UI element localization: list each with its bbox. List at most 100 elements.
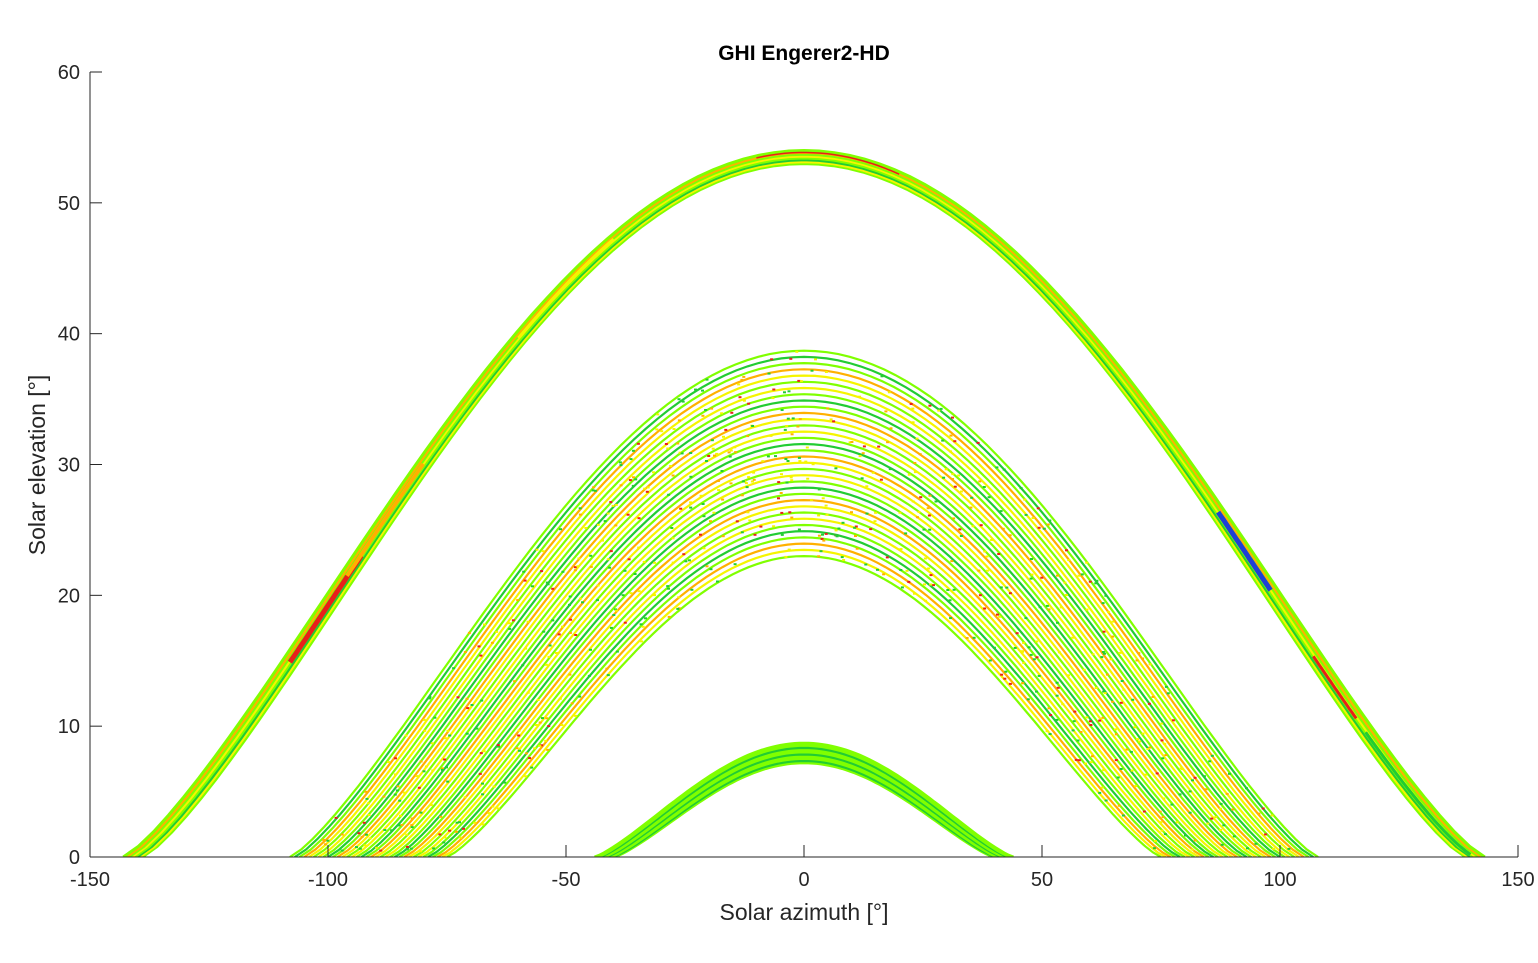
data-point — [1015, 632, 1019, 635]
data-point — [720, 470, 724, 472]
data-point — [907, 580, 911, 583]
mid-band-track — [394, 486, 1214, 857]
data-point — [671, 537, 675, 540]
data-point — [996, 613, 999, 616]
data-point — [496, 744, 500, 747]
data-point — [1037, 526, 1041, 529]
data-point — [643, 487, 647, 490]
data-point — [978, 594, 982, 597]
mid-band-track — [294, 355, 1314, 857]
data-point — [1191, 779, 1194, 782]
data-point — [1077, 759, 1081, 762]
data-point — [785, 425, 789, 427]
data-point — [547, 725, 551, 728]
data-point — [747, 402, 751, 405]
low-band-track — [594, 741, 1014, 857]
data-point — [873, 520, 877, 523]
data-point — [825, 513, 829, 516]
data-point — [1004, 670, 1008, 673]
data-point — [1219, 802, 1223, 805]
data-point — [911, 407, 915, 410]
data-point — [379, 849, 383, 852]
data-point — [997, 553, 1001, 555]
data-point — [798, 460, 802, 463]
data-point — [629, 592, 633, 595]
data-point — [1013, 646, 1017, 649]
data-point — [364, 833, 368, 836]
mid-band-track — [403, 498, 1205, 857]
data-point — [824, 504, 828, 507]
data-point — [1141, 732, 1145, 735]
data-point — [741, 480, 745, 483]
data-point — [985, 555, 989, 558]
data-point — [787, 390, 791, 393]
data-point — [824, 371, 828, 373]
mid-band-track — [341, 417, 1267, 857]
data-point — [570, 702, 574, 705]
data-point — [645, 490, 649, 493]
data-point — [465, 697, 469, 700]
data-point — [817, 488, 821, 491]
data-point — [1136, 738, 1140, 741]
data-point — [596, 523, 600, 526]
data-point — [678, 451, 682, 454]
data-point — [483, 623, 486, 626]
data-point — [842, 559, 846, 561]
data-point — [783, 428, 787, 431]
data-point — [1129, 750, 1133, 753]
data-point — [752, 471, 756, 474]
data-point — [860, 477, 864, 480]
data-point — [1193, 839, 1197, 842]
data-point — [579, 597, 582, 600]
data-point — [814, 358, 817, 361]
data-point — [446, 729, 450, 732]
data-point — [1184, 834, 1187, 837]
data-point — [626, 513, 630, 516]
data-point — [573, 566, 577, 569]
data-point — [699, 533, 702, 536]
data-point — [1231, 808, 1235, 811]
mid-band-track — [398, 492, 1210, 857]
data-point — [791, 417, 795, 420]
data-point — [923, 583, 926, 586]
data-point — [1154, 840, 1157, 842]
data-point — [419, 811, 423, 814]
data-point — [443, 836, 447, 839]
data-point — [950, 560, 954, 563]
data-point — [737, 383, 741, 386]
data-point — [1206, 822, 1210, 825]
data-point — [1159, 821, 1163, 824]
data-point — [928, 404, 932, 407]
data-point — [879, 478, 883, 481]
data-point — [721, 535, 725, 538]
data-point — [1137, 652, 1141, 655]
data-point — [780, 473, 783, 476]
data-point — [538, 721, 542, 724]
data-point — [1151, 695, 1155, 698]
data-point — [679, 507, 683, 510]
data-point — [631, 484, 635, 487]
data-point — [788, 511, 792, 514]
mid-band-track — [417, 517, 1191, 857]
data-point — [713, 454, 716, 457]
data-point — [495, 630, 499, 633]
data-point — [1072, 720, 1076, 723]
data-point — [780, 511, 784, 514]
data-point — [969, 506, 973, 509]
data-point — [406, 845, 409, 848]
data-point — [915, 437, 919, 440]
data-point — [1142, 810, 1146, 813]
data-point — [1144, 773, 1148, 776]
data-point — [747, 476, 751, 479]
data-point — [584, 527, 588, 529]
x-tick-label: 100 — [1263, 869, 1296, 891]
data-point — [862, 445, 866, 448]
data-point — [560, 724, 564, 726]
data-point — [355, 846, 358, 849]
data-point — [609, 626, 613, 629]
data-point — [513, 680, 517, 683]
data-point — [609, 550, 613, 553]
data-point — [1056, 686, 1060, 689]
mid-band-track — [375, 461, 1233, 857]
data-point — [806, 477, 810, 480]
